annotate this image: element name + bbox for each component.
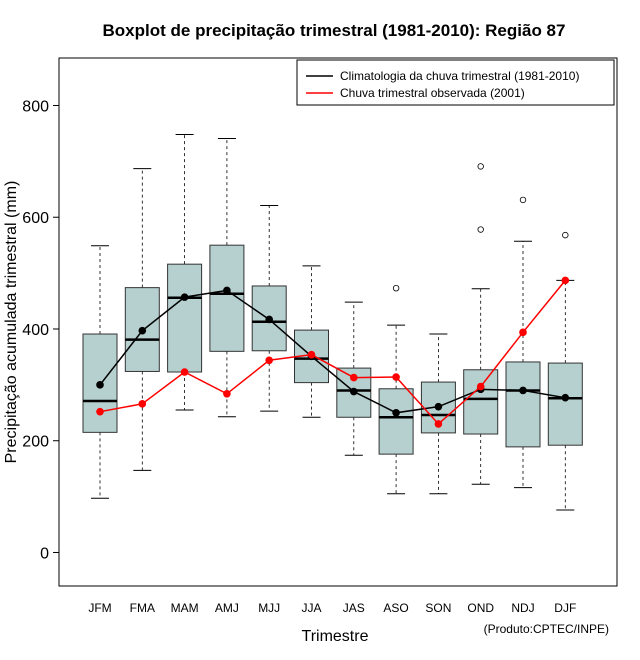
box-iqr	[547, 362, 583, 446]
x-axis: JFM FMA MAM AMJ MJJ JJA JAS ASO SON OND NDJ DJF	[88, 601, 576, 615]
box-AMJ	[209, 137, 245, 418]
box-ASO	[378, 284, 414, 495]
y-tick-label: 400	[22, 322, 49, 339]
box-FMA	[124, 168, 160, 471]
box-iqr	[167, 263, 203, 373]
credit-text: (Produto:CPTEC/INPE)	[484, 622, 609, 636]
series-point-climatology	[350, 387, 358, 396]
series-point-observed	[476, 382, 485, 391]
series-point-observed	[223, 389, 231, 398]
series-point-climatology	[519, 386, 527, 395]
series-point-climatology	[265, 315, 274, 324]
series-point-observed	[392, 373, 400, 381]
series-line-climatology	[99, 289, 566, 414]
x-tick-label: SON	[425, 601, 451, 615]
y-tick-label: 200	[22, 434, 49, 451]
boxplots	[82, 134, 583, 511]
x-tick-label: JJA	[301, 601, 321, 615]
series-point-climatology	[138, 326, 147, 335]
series-point-observed	[519, 328, 527, 337]
series-point-observed	[350, 373, 358, 382]
x-tick-label: NDJ	[511, 601, 534, 615]
box-iqr	[378, 388, 414, 455]
box-DJF	[547, 231, 583, 511]
box-NDJ	[505, 196, 541, 489]
x-tick-label: MJJ	[258, 601, 280, 615]
box-OND	[463, 163, 499, 485]
box-JFM	[82, 245, 118, 499]
x-tick-label: OND	[467, 601, 494, 615]
outlier-point	[477, 226, 484, 233]
y-axis-label: Precipitação acumulada trimestral (mm)	[3, 181, 20, 464]
series-point-observed	[180, 368, 189, 376]
series-point-climatology	[561, 393, 570, 402]
y-tick-label: 600	[22, 210, 49, 227]
chart-title: Boxplot de precipitação trimestral (1981…	[103, 21, 566, 40]
series-point-climatology	[392, 408, 400, 417]
box-MJJ	[251, 205, 287, 412]
x-axis-label: Trimestre	[302, 628, 369, 645]
box-iqr	[463, 369, 499, 435]
series-point-observed	[265, 356, 274, 365]
x-tick-label: JAS	[343, 601, 365, 615]
series-point-climatology	[434, 402, 443, 411]
legend-label-observed: Chuva trimestral observada (2001)	[340, 86, 525, 100]
x-tick-label: DJF	[554, 601, 576, 615]
plot-frame	[58, 57, 618, 587]
series-point-observed	[561, 276, 570, 285]
x-tick-label: MAM	[171, 601, 199, 615]
y-tick-label: 800	[22, 98, 49, 115]
series-point-observed	[138, 400, 147, 408]
outlier-point	[519, 196, 527, 204]
outlier-point	[562, 231, 569, 239]
series-lines	[96, 276, 570, 428]
x-tick-label: AMJ	[215, 601, 239, 615]
x-tick-label: ASO	[383, 601, 408, 615]
series-point-observed	[307, 350, 316, 359]
series-point-climatology	[96, 381, 104, 389]
outlier-point	[477, 163, 484, 170]
series-point-observed	[434, 420, 443, 428]
outlier-point	[392, 284, 400, 292]
legend-label-climatology: Climatologia da chuva trimestral (1981-2…	[340, 69, 579, 83]
series-point-climatology	[223, 286, 231, 295]
legend: Climatologia da chuva trimestral (1981-2…	[296, 59, 615, 106]
box-iqr	[505, 361, 541, 448]
y-axis: 0 200 400 600 800	[22, 98, 59, 562]
series-point-observed	[96, 407, 104, 416]
series-line-observed	[99, 279, 566, 426]
series-point-climatology	[180, 293, 189, 301]
x-tick-label: JFM	[88, 601, 111, 615]
x-tick-label: FMA	[130, 601, 155, 615]
box-JJA	[294, 265, 329, 418]
box-MAM	[167, 134, 203, 411]
legend-box	[296, 59, 615, 106]
y-tick-label: 0	[40, 545, 49, 562]
